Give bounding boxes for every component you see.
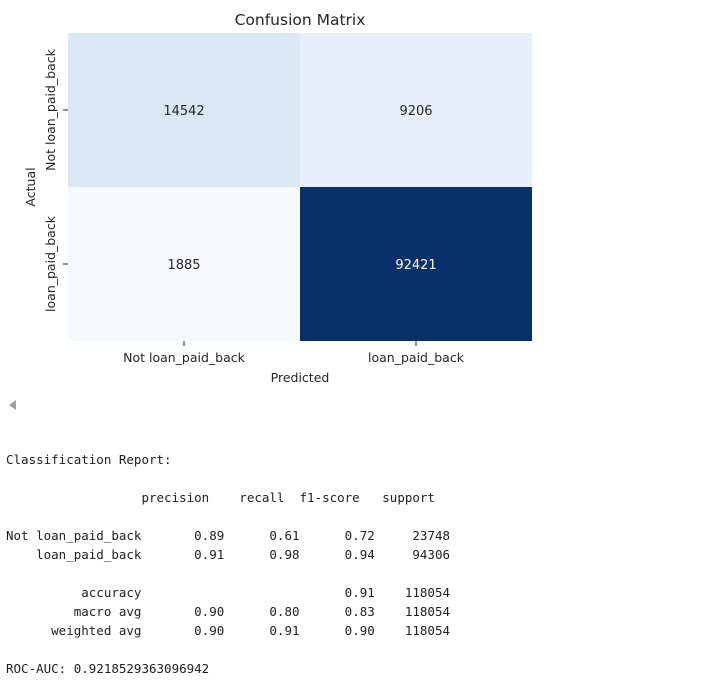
y-tick-label-0: Not loan_paid_back <box>43 48 58 171</box>
cell-value-1-0: 1885 <box>167 258 200 273</box>
x-tick-label-1: loan_paid_back <box>368 350 465 365</box>
heatmap-cell-0-0 <box>68 33 300 187</box>
x-axis-label: Predicted <box>271 370 330 385</box>
heatmap-cell-1-1 <box>300 187 532 341</box>
heatmap-cell-1-0 <box>68 187 300 341</box>
cell-value-0-0: 14542 <box>163 104 204 119</box>
cell-value-1-1: 92421 <box>395 258 436 273</box>
chart-title: Confusion Matrix <box>235 11 366 29</box>
heatmap-cell-0-1 <box>300 33 532 187</box>
report-heading: Classification Report: <box>6 452 172 467</box>
y-tick-label-1: loan_paid_back <box>43 215 58 312</box>
y-axis-label: Actual <box>23 167 38 206</box>
cell-value-0-1: 9206 <box>399 104 432 119</box>
x-tick-label-0: Not loan_paid_back <box>123 350 246 365</box>
report-table: precision recall f1-score support Not lo… <box>6 490 451 638</box>
roc-auc-score: ROC-AUC: 0.9218529363096942 <box>6 661 210 676</box>
scroll-left-icon[interactable] <box>9 400 16 410</box>
classification-report: Classification Report: precision recall … <box>6 450 450 640</box>
confusion-matrix-chart: Confusion Matrix 14542 9206 1885 92421 Not … <box>23 11 532 385</box>
